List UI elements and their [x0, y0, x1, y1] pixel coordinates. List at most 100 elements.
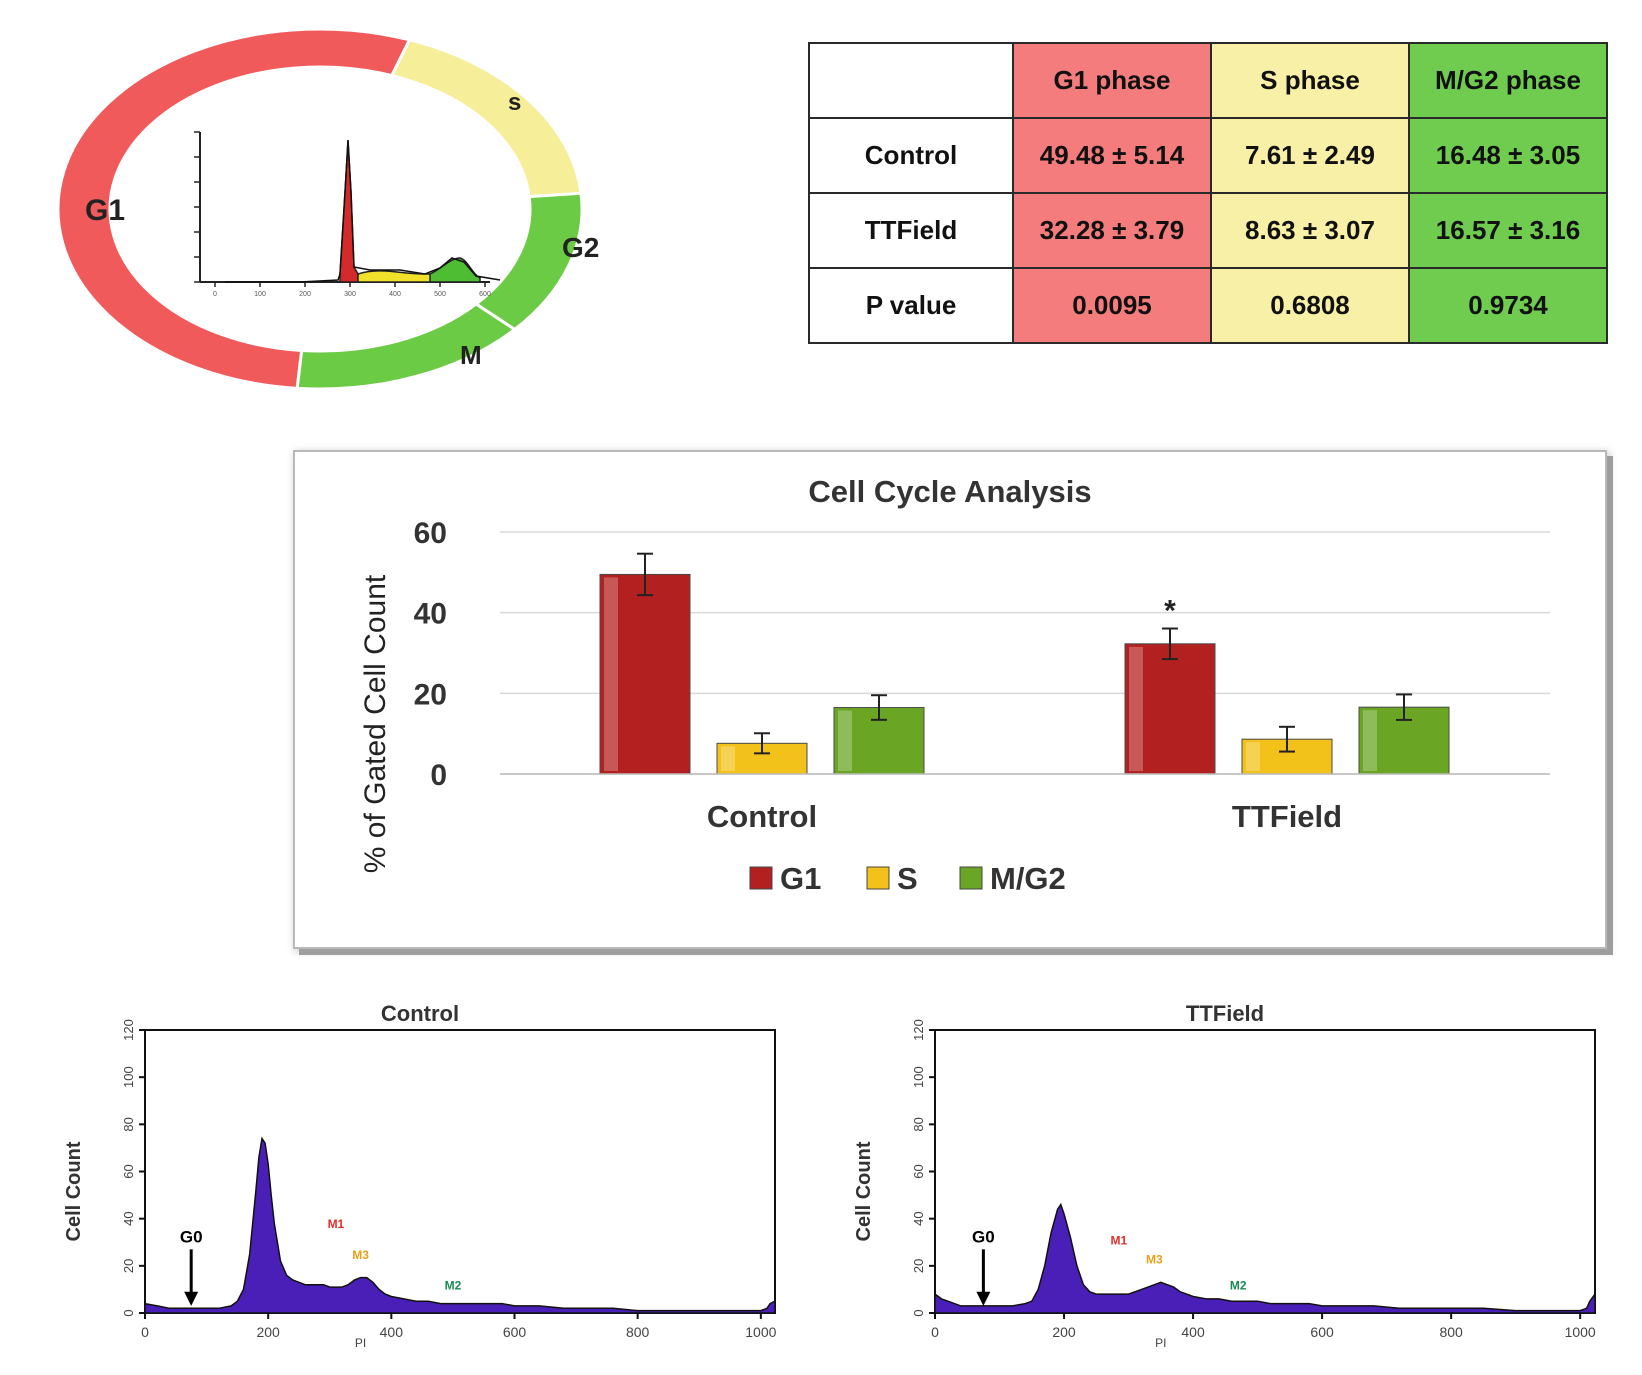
hist-y-tick-label: 60 [911, 1164, 926, 1178]
hist-x-tick-label: 600 [503, 1324, 527, 1340]
table-cell-g2: 16.48 ± 3.05 [1408, 117, 1608, 194]
bar-x-label-control: Control [707, 799, 817, 834]
legend-label-s: S [897, 861, 918, 896]
hist-y-label: Cell Count [853, 1141, 875, 1241]
ring-segment-s [389, 38, 583, 199]
hist-x-tick-label: 1000 [1565, 1324, 1596, 1340]
ring-label-s: s [508, 89, 521, 116]
legend-swatch-g1 [749, 866, 773, 890]
hist-y-tick-label: 40 [911, 1211, 926, 1225]
histogram-ttfield-panel: TTField 0 20 40 60 80 100 120 0 200 400 600 800 1000 C… [830, 995, 1620, 1365]
bar-y-tick-label: 60 [414, 517, 447, 550]
table-row: Control 49.48 ± 5.14 7.61 ± 2.49 16.48 ±… [808, 117, 1608, 194]
bar-highlight-ttfield-mg2 [1363, 710, 1377, 771]
hist-annotation-g0: G0 [180, 1227, 203, 1246]
hist-y-tick-label: 120 [121, 1019, 136, 1041]
hist-x-tick-label: 800 [626, 1324, 650, 1340]
histogram-control: Control 0 20 40 60 80 100 120 0 200 400 600 800 1000 C… [63, 1001, 777, 1350]
hist-title-control: Control [381, 1001, 459, 1026]
hist-annotation-m3: M3 [352, 1248, 369, 1262]
table-header-g1: G1 phase [1012, 42, 1212, 119]
legend-swatch-s [866, 866, 890, 890]
bar-chart-x-labels: Control TTField [707, 799, 1342, 834]
bar-highlight-control-g1 [604, 577, 618, 771]
table-cell-s: 8.63 ± 3.07 [1210, 192, 1410, 269]
bar-x-label-ttfield: TTField [1232, 799, 1342, 834]
bar-chart-title: Cell Cycle Analysis [808, 474, 1091, 509]
hist-y-tick-label: 120 [911, 1019, 926, 1041]
hist-y-tick-label: 100 [911, 1066, 926, 1088]
inset-x-tick-label: 300 [344, 291, 356, 298]
inset-x-tick-label: 500 [434, 291, 446, 298]
table-cell-g2: 16.57 ± 3.16 [1408, 192, 1608, 269]
bar-chart-y-ticks: 0 20 40 60 [414, 517, 447, 792]
table-header-row: G1 phase S phase M/G2 phase [808, 42, 1608, 119]
legend-label-mg2: M/G2 [990, 861, 1066, 896]
cell-cycle-bar-chart: Cell Cycle Analysis % of Gated Cell Coun… [359, 474, 1550, 896]
ring-segment-g1 [56, 27, 412, 390]
hist-x-tick-label: 400 [1181, 1324, 1205, 1340]
table-row: TTField 32.28 ± 3.79 8.63 ± 3.07 16.57 ±… [808, 192, 1608, 269]
inset-outline [225, 139, 501, 283]
bar-control-g1 [599, 573, 691, 775]
table-header-corner [808, 42, 1014, 119]
legend-label-g1: G1 [780, 861, 821, 896]
ring-inset-histogram: 0 100 200 300 400 500 600 [194, 131, 501, 298]
hist-x-tick-label: 400 [380, 1324, 404, 1340]
bar-y-tick-label: 40 [414, 598, 447, 631]
bar-y-tick-label: 20 [414, 678, 447, 711]
bar-chart-y-label: % of Gated Cell Count [359, 574, 392, 873]
hist-x-tick-label: 0 [931, 1324, 939, 1340]
phase-table-panel: G1 phase S phase M/G2 phase Control 49.4… [808, 42, 1608, 344]
hist-annotation-m1: M1 [1111, 1234, 1128, 1248]
hist-frame-ttfield [934, 1029, 1596, 1314]
hist-annotation-g0: G0 [972, 1227, 995, 1246]
hist-frame-control [144, 1029, 776, 1314]
hist-x-tick-label: 1000 [745, 1324, 776, 1340]
table-cell-s: 0.6808 [1210, 267, 1410, 344]
hist-y-label: Cell Count [63, 1141, 85, 1241]
hist-y-tick-label: 60 [121, 1164, 136, 1178]
bar-highlight-control-mg2 [838, 710, 852, 771]
ring-label-m: M [460, 340, 482, 370]
inset-x-tick-label: 400 [389, 291, 401, 298]
phase-table: G1 phase S phase M/G2 phase Control 49.4… [808, 42, 1608, 344]
hist-annotation-m2: M2 [445, 1278, 462, 1292]
hist-y-tick-label: 40 [121, 1211, 136, 1225]
table-cell-g1: 49.48 ± 5.14 [1012, 117, 1212, 194]
hist-x-tick-label: 600 [1310, 1324, 1334, 1340]
hist-y-tick-label: 0 [121, 1309, 136, 1316]
table-row: P value 0.0095 0.6808 0.9734 [808, 267, 1608, 344]
cell-cycle-bar-chart-panel: Cell Cycle Analysis % of Gated Cell Coun… [293, 450, 1607, 949]
inset-x-tick-label: 100 [254, 291, 266, 298]
bar-highlight-ttfield-s [1246, 742, 1260, 771]
inset-x-tick-label: 200 [299, 291, 311, 298]
bar-chart-bars: * [500, 552, 1550, 775]
cell-cycle-ring: G1 s G2 M 0 100 200 300 400 500 600 [56, 27, 599, 391]
bar-ttfield-g1 [1124, 643, 1216, 775]
hist-y-tick-label: 0 [911, 1309, 926, 1316]
table-cell-g1: 0.0095 [1012, 267, 1212, 344]
hist-annotation-m3: M3 [1146, 1252, 1163, 1266]
g0-arrow-icon [976, 1291, 991, 1306]
significance-mark: * [1164, 595, 1176, 628]
bar-y-tick-label: 0 [430, 759, 447, 792]
bar-highlight-ttfield-g1 [1129, 646, 1143, 771]
inset-x-tick-label: 600 [479, 291, 491, 298]
table-row-label: Control [808, 117, 1014, 194]
table-header-g2: M/G2 phase [1408, 42, 1608, 119]
hist-annotation-m2: M2 [1230, 1278, 1247, 1292]
hist-annotation-m1: M1 [328, 1217, 345, 1231]
histogram-control-panel: Control 0 20 40 60 80 100 120 0 200 400 600 800 1000 C… [40, 995, 800, 1365]
hist-area-ttfield [934, 1202, 1596, 1314]
hist-area-control [144, 1136, 776, 1314]
hist-x-tick-label: 0 [141, 1324, 149, 1340]
hist-x-tick-label: 800 [1439, 1324, 1463, 1340]
hist-y-tick-label: 80 [121, 1117, 136, 1131]
bar-highlight-control-s [721, 746, 735, 771]
table-header-s: S phase [1210, 42, 1410, 119]
table-cell-g1: 32.28 ± 3.79 [1012, 192, 1212, 269]
hist-x-tick-label: 200 [1052, 1324, 1076, 1340]
inset-g2-peak [429, 257, 481, 283]
bar-chart-legend: G1 S M/G2 [749, 861, 1066, 896]
